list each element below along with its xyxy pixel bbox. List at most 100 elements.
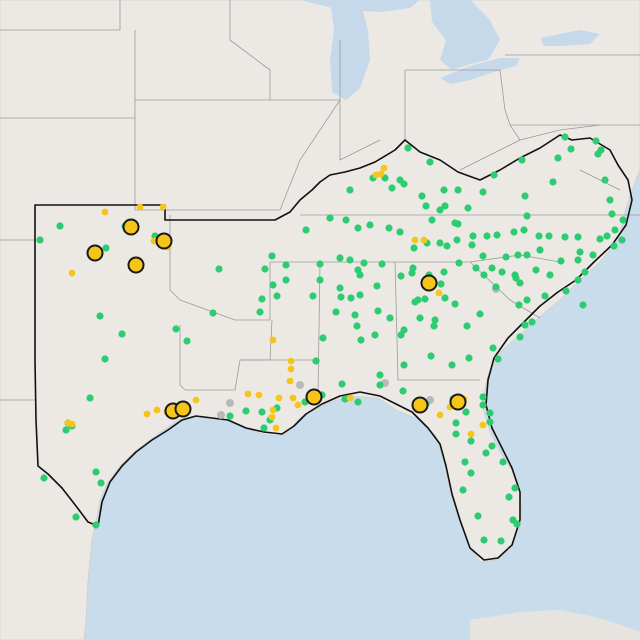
green-site-marker[interactable] (592, 137, 600, 145)
green-site-marker[interactable] (443, 242, 451, 250)
green-site-marker[interactable] (97, 479, 105, 487)
large-yellow-site-marker[interactable] (86, 244, 104, 262)
green-site-marker[interactable] (546, 271, 554, 279)
green-site-marker[interactable] (465, 354, 473, 362)
green-site-marker[interactable] (521, 321, 529, 329)
green-site-marker[interactable] (96, 312, 104, 320)
green-site-marker[interactable] (430, 322, 438, 330)
green-site-marker[interactable] (316, 260, 324, 268)
green-site-marker[interactable] (258, 295, 266, 303)
green-site-marker[interactable] (436, 206, 444, 214)
green-site-marker[interactable] (400, 361, 408, 369)
green-site-marker[interactable] (337, 293, 345, 301)
green-site-marker[interactable] (467, 437, 475, 445)
gray-site-marker[interactable] (226, 399, 234, 407)
green-site-marker[interactable] (440, 268, 448, 276)
green-site-marker[interactable] (373, 282, 381, 290)
green-site-marker[interactable] (376, 381, 384, 389)
green-site-marker[interactable] (426, 158, 434, 166)
green-site-marker[interactable] (256, 308, 264, 316)
green-site-marker[interactable] (455, 259, 463, 267)
green-site-marker[interactable] (479, 188, 487, 196)
green-site-marker[interactable] (441, 202, 449, 210)
yellow-site-marker[interactable] (380, 164, 388, 172)
green-site-marker[interactable] (101, 355, 109, 363)
green-site-marker[interactable] (356, 291, 364, 299)
green-site-marker[interactable] (467, 469, 475, 477)
green-site-marker[interactable] (282, 276, 290, 284)
green-site-marker[interactable] (480, 271, 488, 279)
green-site-marker[interactable] (342, 216, 350, 224)
yellow-site-marker[interactable] (275, 394, 283, 402)
green-site-marker[interactable] (72, 513, 80, 521)
large-yellow-site-marker[interactable] (155, 232, 173, 250)
green-site-marker[interactable] (336, 284, 344, 292)
green-site-marker[interactable] (520, 226, 528, 234)
green-site-marker[interactable] (516, 279, 524, 287)
green-site-marker[interactable] (488, 442, 496, 450)
green-site-marker[interactable] (378, 260, 386, 268)
large-yellow-site-marker[interactable] (411, 396, 429, 414)
green-site-marker[interactable] (462, 408, 470, 416)
green-site-marker[interactable] (601, 176, 609, 184)
green-site-marker[interactable] (336, 254, 344, 262)
green-site-marker[interactable] (557, 257, 565, 265)
green-site-marker[interactable] (541, 292, 549, 300)
green-site-marker[interactable] (597, 146, 605, 154)
yellow-site-marker[interactable] (68, 269, 76, 277)
green-site-marker[interactable] (476, 310, 484, 318)
green-site-marker[interactable] (371, 331, 379, 339)
green-site-marker[interactable] (400, 180, 408, 188)
green-site-marker[interactable] (436, 239, 444, 247)
green-site-marker[interactable] (282, 261, 290, 269)
green-site-marker[interactable] (183, 337, 191, 345)
green-site-marker[interactable] (536, 246, 544, 254)
large-yellow-site-marker[interactable] (127, 256, 145, 274)
green-site-marker[interactable] (454, 186, 462, 194)
green-site-marker[interactable] (469, 232, 477, 240)
green-site-marker[interactable] (579, 301, 587, 309)
green-site-marker[interactable] (452, 430, 460, 438)
green-site-marker[interactable] (62, 426, 70, 434)
green-site-marker[interactable] (459, 486, 467, 494)
green-site-marker[interactable] (302, 226, 310, 234)
green-site-marker[interactable] (479, 401, 487, 409)
green-site-marker[interactable] (396, 228, 404, 236)
green-site-marker[interactable] (567, 145, 575, 153)
green-site-marker[interactable] (385, 224, 393, 232)
green-site-marker[interactable] (502, 253, 510, 261)
green-site-marker[interactable] (268, 252, 276, 260)
green-site-marker[interactable] (463, 322, 471, 330)
green-site-marker[interactable] (351, 311, 359, 319)
green-site-marker[interactable] (338, 380, 346, 388)
green-site-marker[interactable] (581, 268, 589, 276)
green-site-marker[interactable] (472, 264, 480, 272)
green-site-marker[interactable] (408, 269, 416, 277)
yellow-site-marker[interactable] (153, 406, 161, 414)
green-site-marker[interactable] (269, 281, 277, 289)
green-site-marker[interactable] (480, 536, 488, 544)
green-site-marker[interactable] (242, 407, 250, 415)
green-site-marker[interactable] (618, 236, 626, 244)
green-site-marker[interactable] (461, 458, 469, 466)
green-site-marker[interactable] (468, 241, 476, 249)
green-site-marker[interactable] (347, 294, 355, 302)
large-yellow-site-marker[interactable] (449, 393, 467, 411)
green-site-marker[interactable] (486, 418, 494, 426)
green-site-marker[interactable] (490, 171, 498, 179)
green-site-marker[interactable] (448, 361, 456, 369)
green-site-marker[interactable] (532, 266, 540, 274)
green-site-marker[interactable] (497, 537, 505, 545)
green-site-marker[interactable] (589, 251, 597, 259)
green-site-marker[interactable] (422, 202, 430, 210)
green-site-marker[interactable] (545, 232, 553, 240)
green-site-marker[interactable] (451, 219, 459, 227)
green-site-marker[interactable] (353, 322, 361, 330)
green-site-marker[interactable] (40, 474, 48, 482)
green-site-marker[interactable] (354, 398, 362, 406)
green-site-marker[interactable] (410, 244, 418, 252)
green-site-marker[interactable] (619, 216, 627, 224)
yellow-site-marker[interactable] (411, 236, 419, 244)
gray-site-marker[interactable] (217, 411, 225, 419)
